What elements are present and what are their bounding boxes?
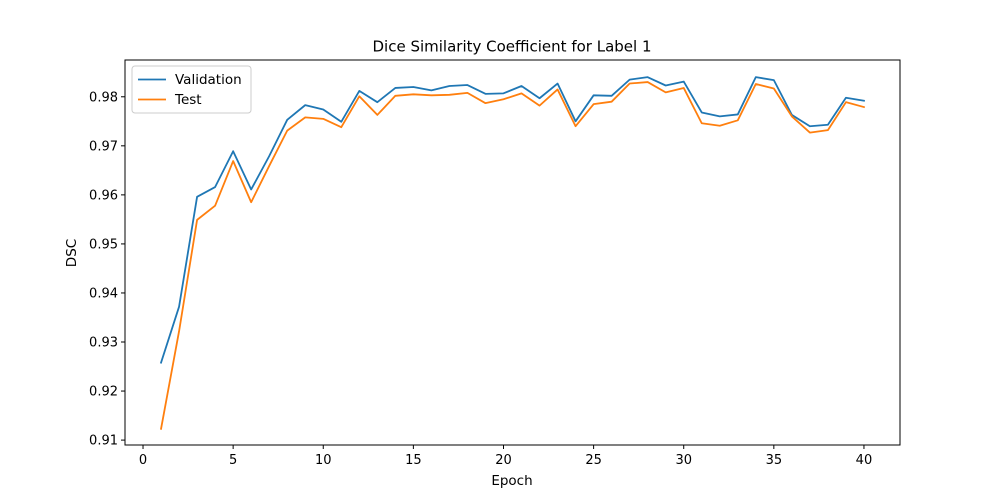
y-tick-label: 0.97 [89,139,118,154]
y-axis-label: DSC [64,239,80,267]
legend-label-test: Test [174,92,202,108]
plot-area-frame [124,59,901,446]
series-line-test [160,81,866,430]
x-tick-label: 40 [856,453,873,468]
x-tick-label: 5 [229,453,237,468]
y-tick-label: 0.95 [89,237,118,252]
x-tick-label: 25 [585,453,602,468]
y-tick-label: 0.98 [89,90,118,105]
x-tick-label: 30 [675,453,692,468]
y-tick-label: 0.96 [89,188,118,203]
x-tick-label: 20 [495,453,512,468]
chart-title: Dice Similarity Coefficient for Label 1 [372,38,651,56]
x-axis: 0 5 10 15 20 25 30 35 40 [139,445,872,468]
x-tick-label: 10 [315,453,332,468]
legend: Validation Test [131,65,252,114]
x-tick-label: 15 [405,453,422,468]
y-tick-label: 0.92 [89,385,118,400]
y-tick-label: 0.94 [89,286,118,301]
legend-label-validation: Validation [175,72,242,88]
x-axis-label: Epoch [491,473,532,489]
x-tick-label: 0 [139,453,147,468]
legend-box [131,65,252,114]
y-tick-label: 0.93 [89,336,118,351]
y-tick-label: 0.91 [89,434,118,449]
y-axis: 0.91 0.92 0.93 0.94 0.95 0.96 0.97 0.98 [89,90,125,449]
x-tick-label: 35 [766,453,783,468]
series-line-validation [159,76,865,364]
series-layer [159,76,866,430]
